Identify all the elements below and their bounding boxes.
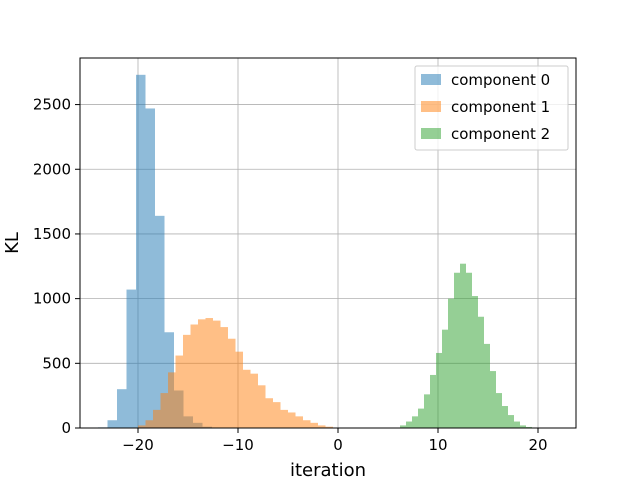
legend-swatch xyxy=(421,128,441,139)
histogram-bar xyxy=(220,327,228,428)
x-tick-label: 20 xyxy=(528,436,547,454)
bars-layer xyxy=(98,74,532,429)
histogram-bar xyxy=(136,74,146,429)
x-tick-label: 0 xyxy=(333,436,343,454)
x-tick-label: 10 xyxy=(428,436,447,454)
histogram-bar xyxy=(310,422,318,428)
legend-label: component 2 xyxy=(451,125,550,143)
histogram-series-1 xyxy=(138,318,333,428)
histogram-bar xyxy=(280,409,288,428)
histogram-bar xyxy=(183,334,191,428)
histogram-bar xyxy=(406,421,412,428)
histogram-bar xyxy=(412,416,418,428)
y-tick-label: 1000 xyxy=(33,290,71,308)
histogram-bar xyxy=(472,296,478,428)
histogram-bar xyxy=(502,406,508,428)
histogram-series-2 xyxy=(400,263,532,428)
histogram-bar xyxy=(213,320,221,428)
x-tick-label: −10 xyxy=(222,436,254,454)
legend-swatch xyxy=(421,101,441,112)
x-tick-label: −20 xyxy=(122,436,154,454)
histogram-bar xyxy=(138,425,146,428)
histogram-bar xyxy=(484,343,490,428)
histogram-bar xyxy=(418,408,424,428)
histogram-bar xyxy=(466,272,472,428)
histogram-bar xyxy=(198,319,206,428)
y-tick-label: 0 xyxy=(61,419,71,437)
y-tick-label: 2000 xyxy=(33,160,71,178)
histogram-bar xyxy=(160,393,168,428)
legend: component 0 component 1 component 2 xyxy=(414,65,569,151)
histogram-bar xyxy=(424,394,430,428)
histogram-bar xyxy=(145,420,153,428)
x-axis-title: iteration xyxy=(290,460,366,480)
histogram-bar xyxy=(303,420,311,428)
histogram-bar xyxy=(496,393,502,428)
histogram-bar xyxy=(175,355,183,428)
histogram-bar xyxy=(107,420,117,428)
histogram-bar xyxy=(126,289,136,428)
histogram-bar xyxy=(490,371,496,428)
histogram-bar xyxy=(205,318,213,428)
histogram-bar xyxy=(508,415,514,428)
legend-label: component 1 xyxy=(451,98,550,116)
y-tick-label: 500 xyxy=(42,354,71,372)
histogram-bar xyxy=(430,374,436,428)
histogram-bar xyxy=(117,389,127,428)
ticks-layer: −20 −10 0 10 20 0 500 1000 1500 2000 2500 xyxy=(33,96,548,454)
y-tick-label: 1500 xyxy=(33,225,71,243)
histogram-bar xyxy=(520,425,526,428)
histogram-bar xyxy=(442,329,448,428)
histogram-bar xyxy=(325,426,333,428)
histogram-bar xyxy=(318,425,326,428)
histogram-bar xyxy=(526,426,532,428)
histogram-bar xyxy=(250,373,258,428)
histogram-bar xyxy=(295,416,303,428)
histogram-bar xyxy=(454,272,460,428)
y-axis-title: KL xyxy=(2,232,23,254)
histogram-bar xyxy=(168,372,176,428)
histogram-bar xyxy=(448,298,454,428)
y-tick-label: 2500 xyxy=(33,96,71,114)
plot-frame xyxy=(79,57,577,429)
histogram-bar xyxy=(228,338,236,428)
legend-swatch xyxy=(421,74,441,85)
histogram-bar xyxy=(436,352,442,428)
histogram-bar xyxy=(235,351,243,428)
histogram-bar xyxy=(460,263,466,428)
histogram-bar xyxy=(478,316,484,428)
histogram-bar xyxy=(265,398,273,428)
histogram-bar xyxy=(514,421,520,428)
histogram-bar xyxy=(153,409,161,428)
histogram-bar xyxy=(190,324,198,428)
histogram-bar xyxy=(273,402,281,428)
legend-label: component 0 xyxy=(451,71,550,89)
histogram-bar xyxy=(258,385,266,428)
histogram-bar xyxy=(145,108,155,429)
legend-box xyxy=(414,65,569,151)
histogram-bar xyxy=(400,425,406,428)
histogram-bar xyxy=(288,412,296,428)
histogram-bar xyxy=(243,369,251,428)
histogram-bar xyxy=(155,215,165,428)
